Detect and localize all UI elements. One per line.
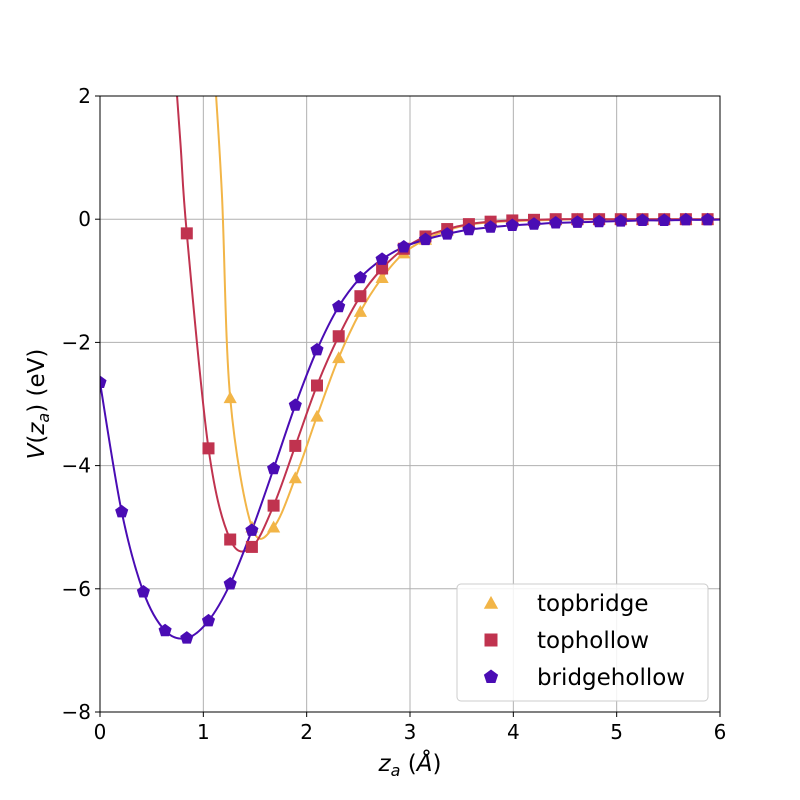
marker-tophollow [354, 290, 367, 303]
legend-box [456, 583, 709, 702]
marker-tophollow [267, 499, 280, 512]
legend-marker-bridgehollow [483, 669, 499, 684]
marker-tophollow [224, 533, 237, 546]
marker-bridgehollow [505, 218, 519, 231]
marker-bridgehollow [462, 222, 476, 236]
marker-bridgehollow [549, 216, 563, 229]
legend-markers [483, 595, 499, 684]
marker-bridgehollow [158, 623, 172, 637]
marker-bridgehollow [440, 227, 454, 240]
marker-tophollow [311, 379, 323, 392]
marker-bridgehollow [527, 217, 541, 230]
legend: topbridge tophollow bridgehollow [456, 583, 709, 702]
marker-topbridge [223, 391, 237, 404]
marker-topbridge [332, 351, 346, 364]
marker-bridgehollow [418, 232, 433, 246]
marker-topbridge [267, 520, 281, 533]
marker-topbridge [353, 305, 367, 317]
marker-tophollow [180, 227, 193, 240]
x-tick-label: 4 [507, 720, 520, 744]
series-markers [100, 212, 715, 644]
marker-bridgehollow [288, 398, 302, 411]
marker-bridgehollow [115, 504, 129, 518]
marker-bridgehollow [657, 213, 671, 227]
marker-bridgehollow [201, 613, 216, 627]
legend-marker-topbridge [483, 595, 499, 609]
x-tick-label: 2 [300, 720, 313, 744]
x-axis-label: za (Å) [378, 749, 442, 780]
x-tick-label: 3 [404, 720, 417, 744]
marker-bridgehollow [310, 342, 324, 356]
marker-bridgehollow [136, 584, 150, 598]
marker-bridgehollow [635, 213, 650, 227]
x-tick-label: 5 [610, 720, 623, 744]
marker-tophollow [202, 442, 215, 455]
marker-bridgehollow [484, 220, 498, 233]
legend-label-topbridge: topbridge [537, 591, 649, 617]
marker-bridgehollow [353, 270, 367, 284]
marker-bridgehollow [245, 523, 259, 536]
y-tick-label: −6 [62, 577, 91, 601]
legend-label-bridgehollow: bridgehollow [537, 665, 685, 691]
marker-bridgehollow [570, 215, 584, 228]
marker-bridgehollow [100, 375, 107, 389]
y-tick-label: −8 [62, 700, 91, 724]
marker-topbridge [288, 471, 302, 484]
y-tick-label: −4 [62, 454, 91, 478]
marker-tophollow [245, 540, 258, 553]
marker-bridgehollow [267, 461, 281, 475]
x-tick-label: 0 [94, 720, 107, 744]
marker-bridgehollow [375, 252, 389, 265]
axis-ticks: 0 1 2 3 4 5 6 −8 −6 −4 −2 0 2 [62, 84, 727, 744]
x-tick-label: 1 [197, 720, 210, 744]
y-tick-label: 2 [78, 84, 91, 108]
marker-bridgehollow [701, 212, 715, 226]
marker-tophollow [289, 439, 302, 452]
y-tick-label: 0 [78, 207, 91, 231]
marker-tophollow [332, 330, 345, 343]
y-tick-label: −2 [62, 330, 91, 354]
marker-bridgehollow [614, 214, 628, 227]
marker-topbridge [310, 409, 324, 422]
legend-label-tophollow: tophollow [537, 628, 649, 654]
marker-bridgehollow [679, 212, 693, 226]
marker-bridgehollow [180, 631, 194, 644]
y-axis-label: V(za) (eV) [24, 349, 53, 460]
marker-tophollow [376, 262, 389, 275]
marker-bridgehollow [223, 576, 237, 590]
marker-bridgehollow [592, 214, 606, 228]
marker-bridgehollow [332, 299, 346, 313]
marker-bridgehollow [397, 240, 411, 253]
legend-marker-tophollow [484, 633, 498, 647]
marker-topbridge [375, 271, 389, 283]
x-tick-label: 6 [714, 720, 727, 744]
